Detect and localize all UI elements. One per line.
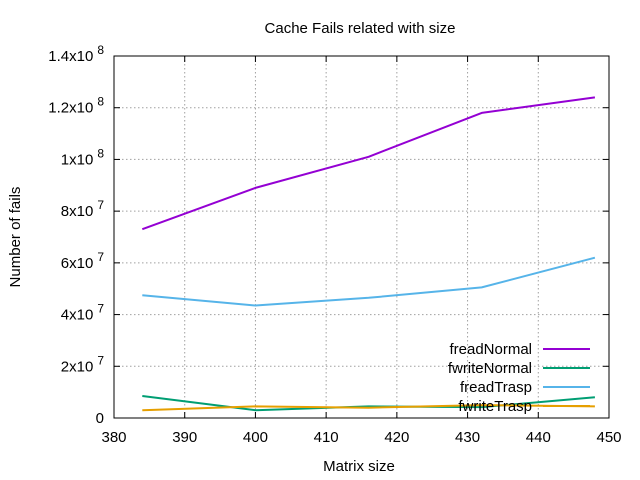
x-axis-label: Matrix size bbox=[323, 458, 395, 475]
x-tick-labels: 380 390 400 410 420 430 440 450 bbox=[101, 429, 621, 446]
y-tick-label: 1x10 8 bbox=[61, 146, 105, 168]
series-line-freadTrasp bbox=[142, 256, 596, 307]
y-tick-label: 0 bbox=[96, 410, 104, 427]
legend-label-fwriteNormal: fwriteNormal bbox=[448, 360, 532, 377]
x-tick-label: 400 bbox=[243, 429, 268, 446]
plot-frame bbox=[113, 55, 610, 419]
x-tick-label: 390 bbox=[172, 429, 197, 446]
y-tick-labels: 0 2x10 7 4x10 7 6x10 7 8x10 7 1x10 8 1.2x10 8 1.4x10 8 bbox=[48, 43, 104, 427]
y-tick-label: 1.4x10 8 bbox=[48, 43, 104, 65]
series-line-fwriteNormal bbox=[142, 395, 595, 412]
series-line-fwriteTrasp bbox=[142, 404, 595, 412]
plot-series bbox=[141, 96, 596, 412]
chart-title: Cache Fails related with size bbox=[265, 20, 456, 37]
legend-label-freadNormal: freadNormal bbox=[449, 341, 532, 358]
y-axis-label: Number of fails bbox=[7, 187, 24, 288]
legend-label-fwriteTrasp: fwriteTrasp bbox=[458, 398, 532, 415]
grid bbox=[114, 56, 609, 418]
legend-label-freadTrasp: freadTrasp bbox=[460, 379, 532, 396]
axis-ticks bbox=[113, 55, 610, 419]
y-tick-label: 4x10 7 bbox=[61, 302, 105, 324]
series-line-freadNormal bbox=[141, 96, 596, 231]
x-tick-label: 380 bbox=[101, 429, 126, 446]
x-tick-label: 450 bbox=[596, 429, 621, 446]
y-tick-label: 8x10 7 bbox=[61, 198, 105, 220]
y-tick-label: 6x10 7 bbox=[61, 250, 105, 272]
y-tick-label: 1.2x10 8 bbox=[48, 95, 104, 117]
y-tick-label: 2x10 7 bbox=[61, 353, 105, 375]
x-tick-label: 420 bbox=[384, 429, 409, 446]
x-tick-label: 410 bbox=[314, 429, 339, 446]
legend: freadNormal fwriteNormal freadTrasp fwriteT… bbox=[448, 341, 590, 415]
x-tick-label: 430 bbox=[455, 429, 480, 446]
x-tick-label: 440 bbox=[526, 429, 551, 446]
